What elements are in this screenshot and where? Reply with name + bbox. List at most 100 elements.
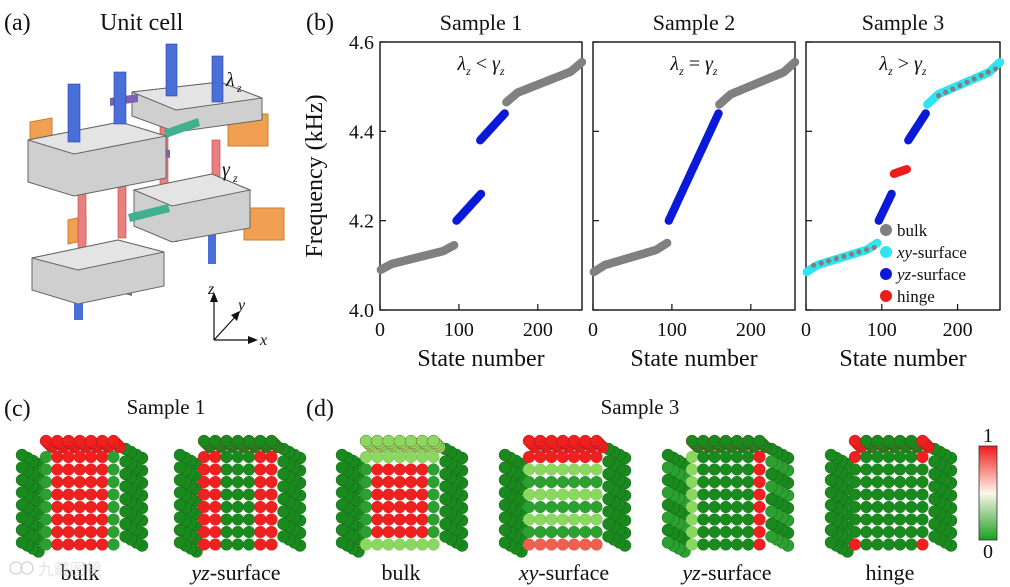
- x-tick-label: 100: [444, 319, 474, 341]
- x-tick-label: 100: [867, 319, 897, 341]
- lattice-site: [404, 475, 418, 489]
- lattice-site: [860, 475, 873, 489]
- lattice-site: [209, 475, 222, 489]
- lattice-site: [534, 488, 547, 501]
- lattice-site: [719, 500, 732, 514]
- lattice-site: [916, 513, 929, 526]
- lattice-site: [173, 486, 187, 499]
- lattice-site: [567, 513, 581, 526]
- lattice-site: [119, 517, 132, 531]
- block-top: [132, 173, 252, 207]
- lattice-site: [697, 513, 710, 526]
- condition-annotation: λz > γz: [878, 53, 927, 78]
- lattice-site: [860, 450, 873, 464]
- yz-surface-point: [714, 109, 723, 118]
- lattice-site: [254, 475, 267, 489]
- lattice-site: [209, 513, 222, 526]
- lattice-site: [416, 525, 429, 539]
- lattice-site: [882, 538, 895, 551]
- lattice-site: [73, 513, 87, 526]
- lattice-site: [277, 467, 290, 481]
- lattice-site: [242, 538, 256, 551]
- lattice-site: [73, 475, 87, 489]
- lattice-site: [753, 463, 766, 476]
- panel-b: (b) Frequency (kHz) Sample 1 State number…: [302, 10, 1005, 372]
- bulk-point: [848, 251, 855, 257]
- lattice-site: [404, 513, 418, 526]
- lattice-site: [545, 488, 558, 501]
- lattice-site: [567, 463, 581, 476]
- lattice-site: [556, 488, 569, 501]
- lattice-site: [753, 500, 766, 514]
- lattice-site: [522, 500, 536, 514]
- chart-2: Sample 2 State number λz = γz 0 100 200: [588, 10, 800, 372]
- lattice-site: [928, 517, 941, 531]
- lattice-site: [742, 538, 755, 551]
- lattice-site: [882, 525, 895, 539]
- lattice-site: [96, 538, 109, 551]
- lambda-label: λ: [225, 69, 235, 91]
- lattice-site: [602, 530, 615, 543]
- lattice-site: [335, 448, 349, 462]
- condition-annotation: λz < γz: [456, 53, 505, 78]
- lattice-site: [96, 434, 109, 448]
- lattice-site: [39, 434, 53, 448]
- lattice-site: [173, 498, 187, 512]
- lattice-site: [916, 450, 929, 464]
- lattice-site: [742, 513, 755, 526]
- lattice-site: [742, 434, 755, 448]
- lattice-site: [51, 525, 64, 539]
- lattice-site: [522, 538, 536, 551]
- lattice-site: [371, 475, 384, 489]
- watermark: 九藏图镜: [9, 560, 102, 579]
- legend-marker-xy-surface: [880, 246, 892, 258]
- chart-title: Sample 2: [653, 10, 736, 35]
- colorbar-gradient: [978, 445, 998, 541]
- lattice-site: [579, 463, 592, 476]
- lattice-site: [730, 513, 744, 526]
- unit-cell-illustration: λ z γ z z y x: [27, 43, 285, 349]
- lattice-site: [567, 434, 581, 448]
- lattice-site: [882, 500, 895, 514]
- plot-frame: [805, 41, 1001, 311]
- lattice-site: [567, 538, 581, 551]
- lattice-site: [427, 434, 440, 448]
- axis-z-label: z: [207, 281, 215, 298]
- lattice-site: [359, 463, 373, 476]
- lattice-site: [522, 488, 536, 501]
- lattice-site: [439, 480, 452, 493]
- lattice-site: [277, 455, 290, 468]
- lattice-site: [39, 538, 53, 551]
- y-tick-label: 4.0: [349, 300, 374, 322]
- lattice-site: [661, 486, 675, 499]
- lattice-site: [590, 488, 603, 501]
- lattice-site: [393, 538, 406, 551]
- bulk-point: [841, 253, 847, 259]
- mode-map-d-yz: [661, 434, 795, 558]
- bulk-point: [790, 57, 800, 67]
- bulk-point: [957, 82, 963, 89]
- bulk-point: [450, 241, 459, 250]
- lattice-site: [498, 473, 512, 487]
- lattice-site: [697, 525, 710, 539]
- lattice-site: [556, 463, 569, 476]
- lattice-site: [905, 463, 918, 476]
- lattice-site: [209, 525, 222, 539]
- lattice-site: [62, 450, 75, 464]
- lattice-site: [84, 538, 98, 551]
- lattice-site: [848, 513, 862, 526]
- lattice-site: [404, 434, 418, 448]
- lattice-site: [498, 536, 512, 549]
- lattice-site: [765, 480, 778, 493]
- yz-surface-point: [921, 109, 930, 118]
- lattice-site: [708, 475, 721, 489]
- lattice-site: [209, 463, 222, 476]
- lattice-site: [382, 513, 395, 526]
- lattice-site: [928, 530, 941, 543]
- lattice-site: [107, 463, 120, 476]
- lattice-site: [427, 488, 440, 501]
- lattice-site: [197, 513, 211, 526]
- lattice-site: [242, 488, 256, 501]
- lattice-site: [905, 525, 918, 539]
